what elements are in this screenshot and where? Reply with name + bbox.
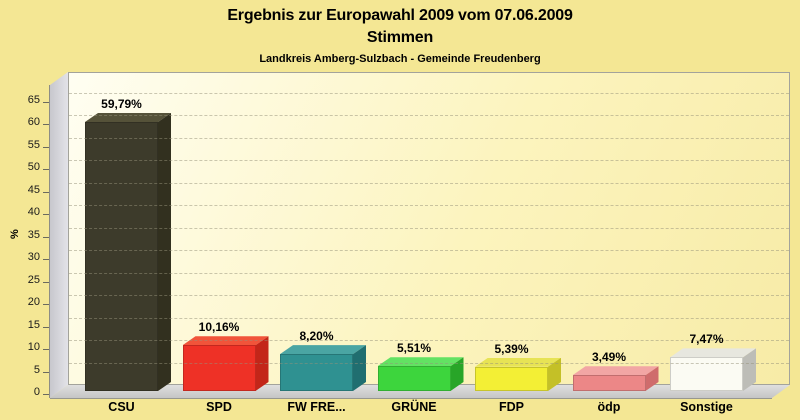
bar-grüne-side-face	[451, 357, 464, 391]
gridline	[69, 340, 789, 341]
chart-header: Ergebnis zur Europawahl 2009 vom 07.06.2…	[0, 5, 800, 67]
y-tick-mark	[43, 281, 49, 283]
y-tick-mark	[43, 214, 49, 215]
y-tick-label: 55	[27, 138, 40, 151]
bar-sonstige-top-face	[670, 348, 756, 357]
y-tick-mark	[43, 326, 49, 328]
y-tick-label: 60	[27, 116, 40, 128]
bar-fdp-top-face	[475, 358, 561, 367]
category-label: FDP	[499, 400, 524, 414]
y-tick-label: 5	[33, 363, 40, 376]
y-tick-label: 35	[27, 228, 40, 241]
y-tick-label: 10	[27, 341, 40, 353]
plot-front-edge	[50, 398, 772, 399]
y-tick-label: 0	[33, 386, 40, 398]
bar-sonstige-side-face	[743, 348, 756, 391]
chart-title-line2: Stimmen	[366, 29, 434, 46]
y-tick-mark	[43, 169, 49, 170]
y-tick-mark	[43, 101, 49, 103]
bar-value-label: 3,49%	[591, 350, 627, 365]
category-label: CSU	[108, 400, 135, 414]
bar-fw-fre-front-face	[280, 354, 353, 391]
plot-left-edge	[49, 85, 50, 398]
bar-value-label: 59,79%	[101, 96, 142, 111]
y-tick-mark	[43, 349, 49, 350]
y-tick-mark	[43, 124, 49, 125]
category-label: ödp	[597, 400, 621, 414]
gridline	[69, 205, 789, 206]
gridline	[69, 115, 789, 116]
bar-value-label: 5,39%	[494, 341, 529, 356]
bar-value-label: 7,47%	[689, 332, 724, 347]
bar-csu-side-face	[158, 113, 171, 391]
gridline	[69, 250, 789, 251]
bar-csu-front-face	[85, 121, 158, 391]
y-tick-mark	[43, 191, 49, 193]
y-tick-label: 65	[27, 93, 40, 106]
category-label: SPD	[206, 400, 232, 414]
gridline	[69, 137, 789, 139]
y-tick-label: 20	[27, 296, 40, 308]
gridline	[69, 272, 789, 274]
y-tick-mark	[43, 146, 49, 148]
chart-title: Ergebnis zur Europawahl 2009 vom 07.06.2…	[227, 7, 573, 24]
category-label: Sonstige	[680, 400, 733, 414]
bar-fw-fre-top-face	[280, 345, 366, 354]
y-tick-mark	[43, 304, 49, 305]
gridline	[69, 182, 789, 184]
chart-region-subtitle: Landkreis Amberg-Sulzbach - Gemeinde Fre…	[259, 53, 541, 65]
y-tick-label: 25	[27, 273, 40, 286]
y-tick-label: 50	[27, 161, 40, 173]
bar-value-label: 8,20%	[299, 329, 334, 344]
gridline	[69, 227, 789, 229]
y-tick-label: 40	[27, 206, 40, 218]
bar-ödp-front-face	[572, 375, 646, 391]
y-tick-label: 45	[27, 183, 40, 196]
bar-fdp-front-face	[475, 366, 548, 391]
y-axis-title: %	[9, 229, 21, 239]
bar-grüne-top-face	[378, 357, 464, 366]
category-label: GRÜNE	[391, 400, 437, 414]
category-label: FW FRE...	[287, 400, 346, 414]
y-tick-label: 15	[27, 318, 40, 331]
y-tick-mark	[43, 259, 49, 260]
gridline	[69, 362, 789, 364]
bar-value-label: 5,51%	[396, 341, 432, 356]
bar-csu-top-face	[85, 113, 171, 122]
bar-ödp-top-face	[573, 366, 659, 375]
bar-spd-side-face	[256, 336, 269, 391]
bar-fw-fre-side-face	[353, 345, 366, 391]
bar-fdp-side-face	[548, 358, 561, 391]
y-tick-mark	[43, 394, 49, 395]
y-tick-mark	[43, 236, 49, 238]
y-tick-label: 30	[27, 251, 40, 263]
bar-spd-front-face	[182, 345, 256, 391]
y-tick-mark	[43, 371, 49, 373]
gridline	[69, 295, 789, 296]
bar-value-label: 10,16%	[198, 320, 240, 335]
bar-grüne-front-face	[377, 366, 451, 391]
plot-back-wall	[68, 72, 790, 385]
gridline	[69, 92, 789, 94]
gridline	[69, 317, 789, 319]
plot-side-wall	[50, 72, 68, 398]
gridline	[69, 160, 789, 161]
